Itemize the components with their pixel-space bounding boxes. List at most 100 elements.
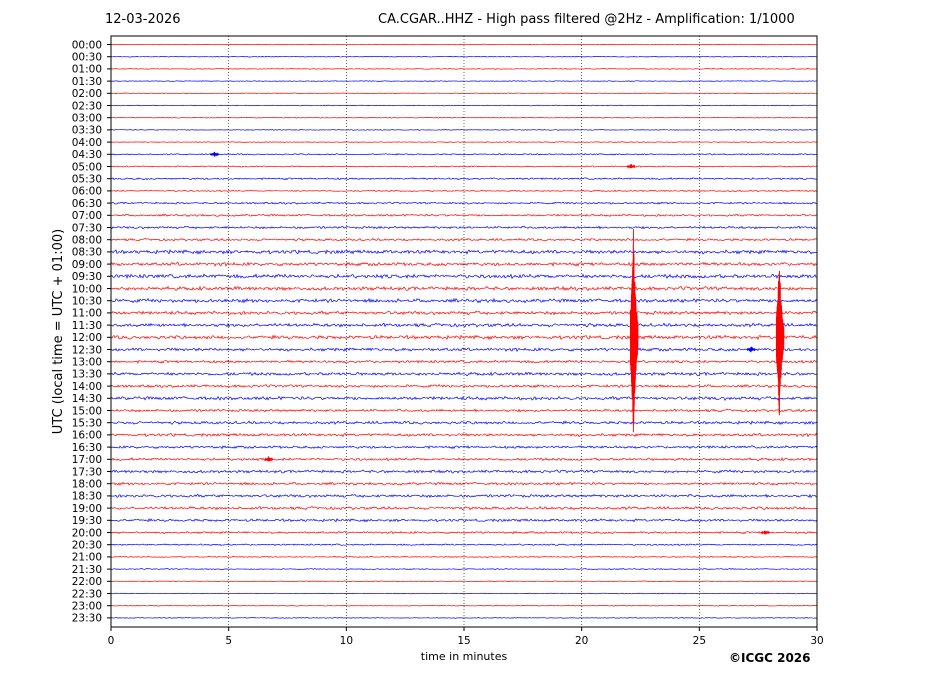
x-axis: 0 5 10 15 20 25 30	[108, 627, 824, 647]
y-tick-label: 07:00	[72, 210, 102, 222]
y-axis-label: UTC (local time = UTC + 01:00)	[51, 229, 66, 434]
y-tick-label: 02:30	[72, 100, 102, 112]
y-tick-label: 14:00	[72, 381, 102, 393]
trace-2100	[110, 555, 818, 558]
y-tick-label: 15:00	[72, 405, 102, 417]
seismic-traces	[110, 43, 818, 619]
y-tick-label: 17:00	[72, 454, 102, 466]
y-tick-label: 23:30	[72, 613, 102, 625]
event-2000-27.8	[760, 530, 770, 535]
y-tick-label: 09:30	[72, 271, 102, 283]
trace-1130	[110, 322, 818, 328]
plot-frame	[110, 35, 818, 628]
seismic-events	[209, 151, 785, 535]
trace-1500	[110, 408, 818, 413]
y-tick-label: 08:00	[72, 235, 102, 247]
plot-title: CA.CGAR..HHZ - High pass filtered @2Hz -…	[378, 12, 795, 27]
y-tick-label: 05:30	[72, 174, 102, 186]
y-tick-label: 16:00	[72, 430, 102, 442]
y-tick-label: 13:30	[72, 369, 102, 381]
y-tick-label: 22:30	[72, 588, 102, 600]
y-tick-label: 21:00	[72, 552, 102, 564]
x-tick-label: 15	[457, 635, 470, 647]
plot-date: 12-03-2026	[105, 12, 181, 27]
y-tick-label: 11:00	[72, 308, 102, 320]
y-tick-label: 19:30	[72, 515, 102, 527]
trace-1430	[110, 395, 818, 401]
y-axis: 00:0000:3001:0001:3002:0002:3003:0003:30…	[72, 39, 111, 625]
y-tick-label: 02:00	[72, 88, 102, 100]
y-tick-label: 03:30	[72, 125, 102, 137]
y-tick-label: 20:30	[72, 540, 102, 552]
event-1700-6.7	[264, 456, 274, 462]
y-tick-label: 14:30	[72, 393, 102, 405]
y-tick-label: 12:00	[72, 332, 102, 344]
x-axis-label: time in minutes	[421, 650, 508, 663]
y-tick-label: 18:30	[72, 491, 102, 503]
minute-gridlines	[228, 36, 700, 627]
y-tick-label: 01:00	[72, 64, 102, 76]
y-tick-label: 08:30	[72, 247, 102, 259]
y-tick-label: 20:00	[72, 527, 102, 539]
trace-1200	[110, 334, 818, 341]
x-tick-label: 5	[225, 635, 232, 647]
y-tick-label: 17:30	[72, 466, 102, 478]
y-tick-label: 15:30	[72, 418, 102, 430]
y-tick-label: 12:30	[72, 344, 102, 356]
x-tick-label: 10	[340, 635, 353, 647]
y-tick-label: 04:00	[72, 137, 102, 149]
trace-2300	[110, 604, 818, 607]
trace-0630	[110, 201, 818, 205]
trace-0500	[110, 165, 818, 168]
trace-1900	[110, 505, 818, 511]
x-tick-label: 20	[575, 635, 588, 647]
y-tick-label: 10:00	[72, 283, 102, 295]
y-tick-label: 01:30	[72, 76, 102, 88]
trace-0530	[110, 177, 818, 181]
trace-1330	[110, 371, 818, 377]
y-tick-label: 06:00	[72, 186, 102, 198]
trace-0400	[110, 141, 818, 143]
trace-0030	[110, 55, 818, 58]
x-tick-label: 30	[810, 635, 823, 647]
y-tick-label: 04:30	[72, 149, 102, 161]
trace-0000	[110, 43, 818, 46]
y-tick-label: 00:30	[72, 52, 102, 64]
event-1200-28.4	[775, 270, 785, 416]
y-tick-label: 21:30	[72, 564, 102, 576]
y-tick-label: 23:00	[72, 601, 102, 613]
y-tick-label: 00:00	[72, 39, 102, 51]
trace-1230	[110, 347, 818, 353]
trace-1930	[110, 518, 818, 523]
trace-1600	[110, 432, 818, 438]
trace-2030	[110, 543, 818, 546]
y-tick-label: 16:30	[72, 442, 102, 454]
y-tick-label: 11:30	[72, 320, 102, 332]
y-tick-label: 07:30	[72, 222, 102, 234]
trace-2130	[110, 568, 818, 571]
trace-0600	[111, 189, 818, 193]
y-tick-label: 19:00	[72, 503, 102, 515]
trace-1730	[110, 469, 818, 474]
trace-2200	[110, 580, 818, 583]
y-tick-label: 10:30	[72, 296, 102, 308]
y-tick-label: 06:30	[72, 198, 102, 210]
y-tick-label: 22:00	[72, 576, 102, 588]
trace-0430	[110, 153, 818, 156]
trace-0830	[110, 248, 818, 255]
event-0430-4.4	[209, 151, 220, 157]
y-tick-label: 03:00	[72, 113, 102, 125]
y-tick-label: 09:00	[72, 259, 102, 271]
y-tick-label: 13:00	[72, 357, 102, 369]
trace-2230	[110, 592, 818, 595]
event-1200-22.2	[629, 229, 639, 433]
x-tick-label: 25	[693, 635, 706, 647]
trace-0900	[110, 261, 818, 267]
x-tick-label: 0	[108, 635, 115, 647]
y-tick-label: 05:00	[72, 161, 102, 173]
y-tick-label: 18:00	[72, 479, 102, 491]
trace-0730	[110, 225, 818, 230]
event-0500-22.1	[626, 164, 636, 169]
copyright-notice: ©ICGC 2026	[729, 651, 811, 665]
